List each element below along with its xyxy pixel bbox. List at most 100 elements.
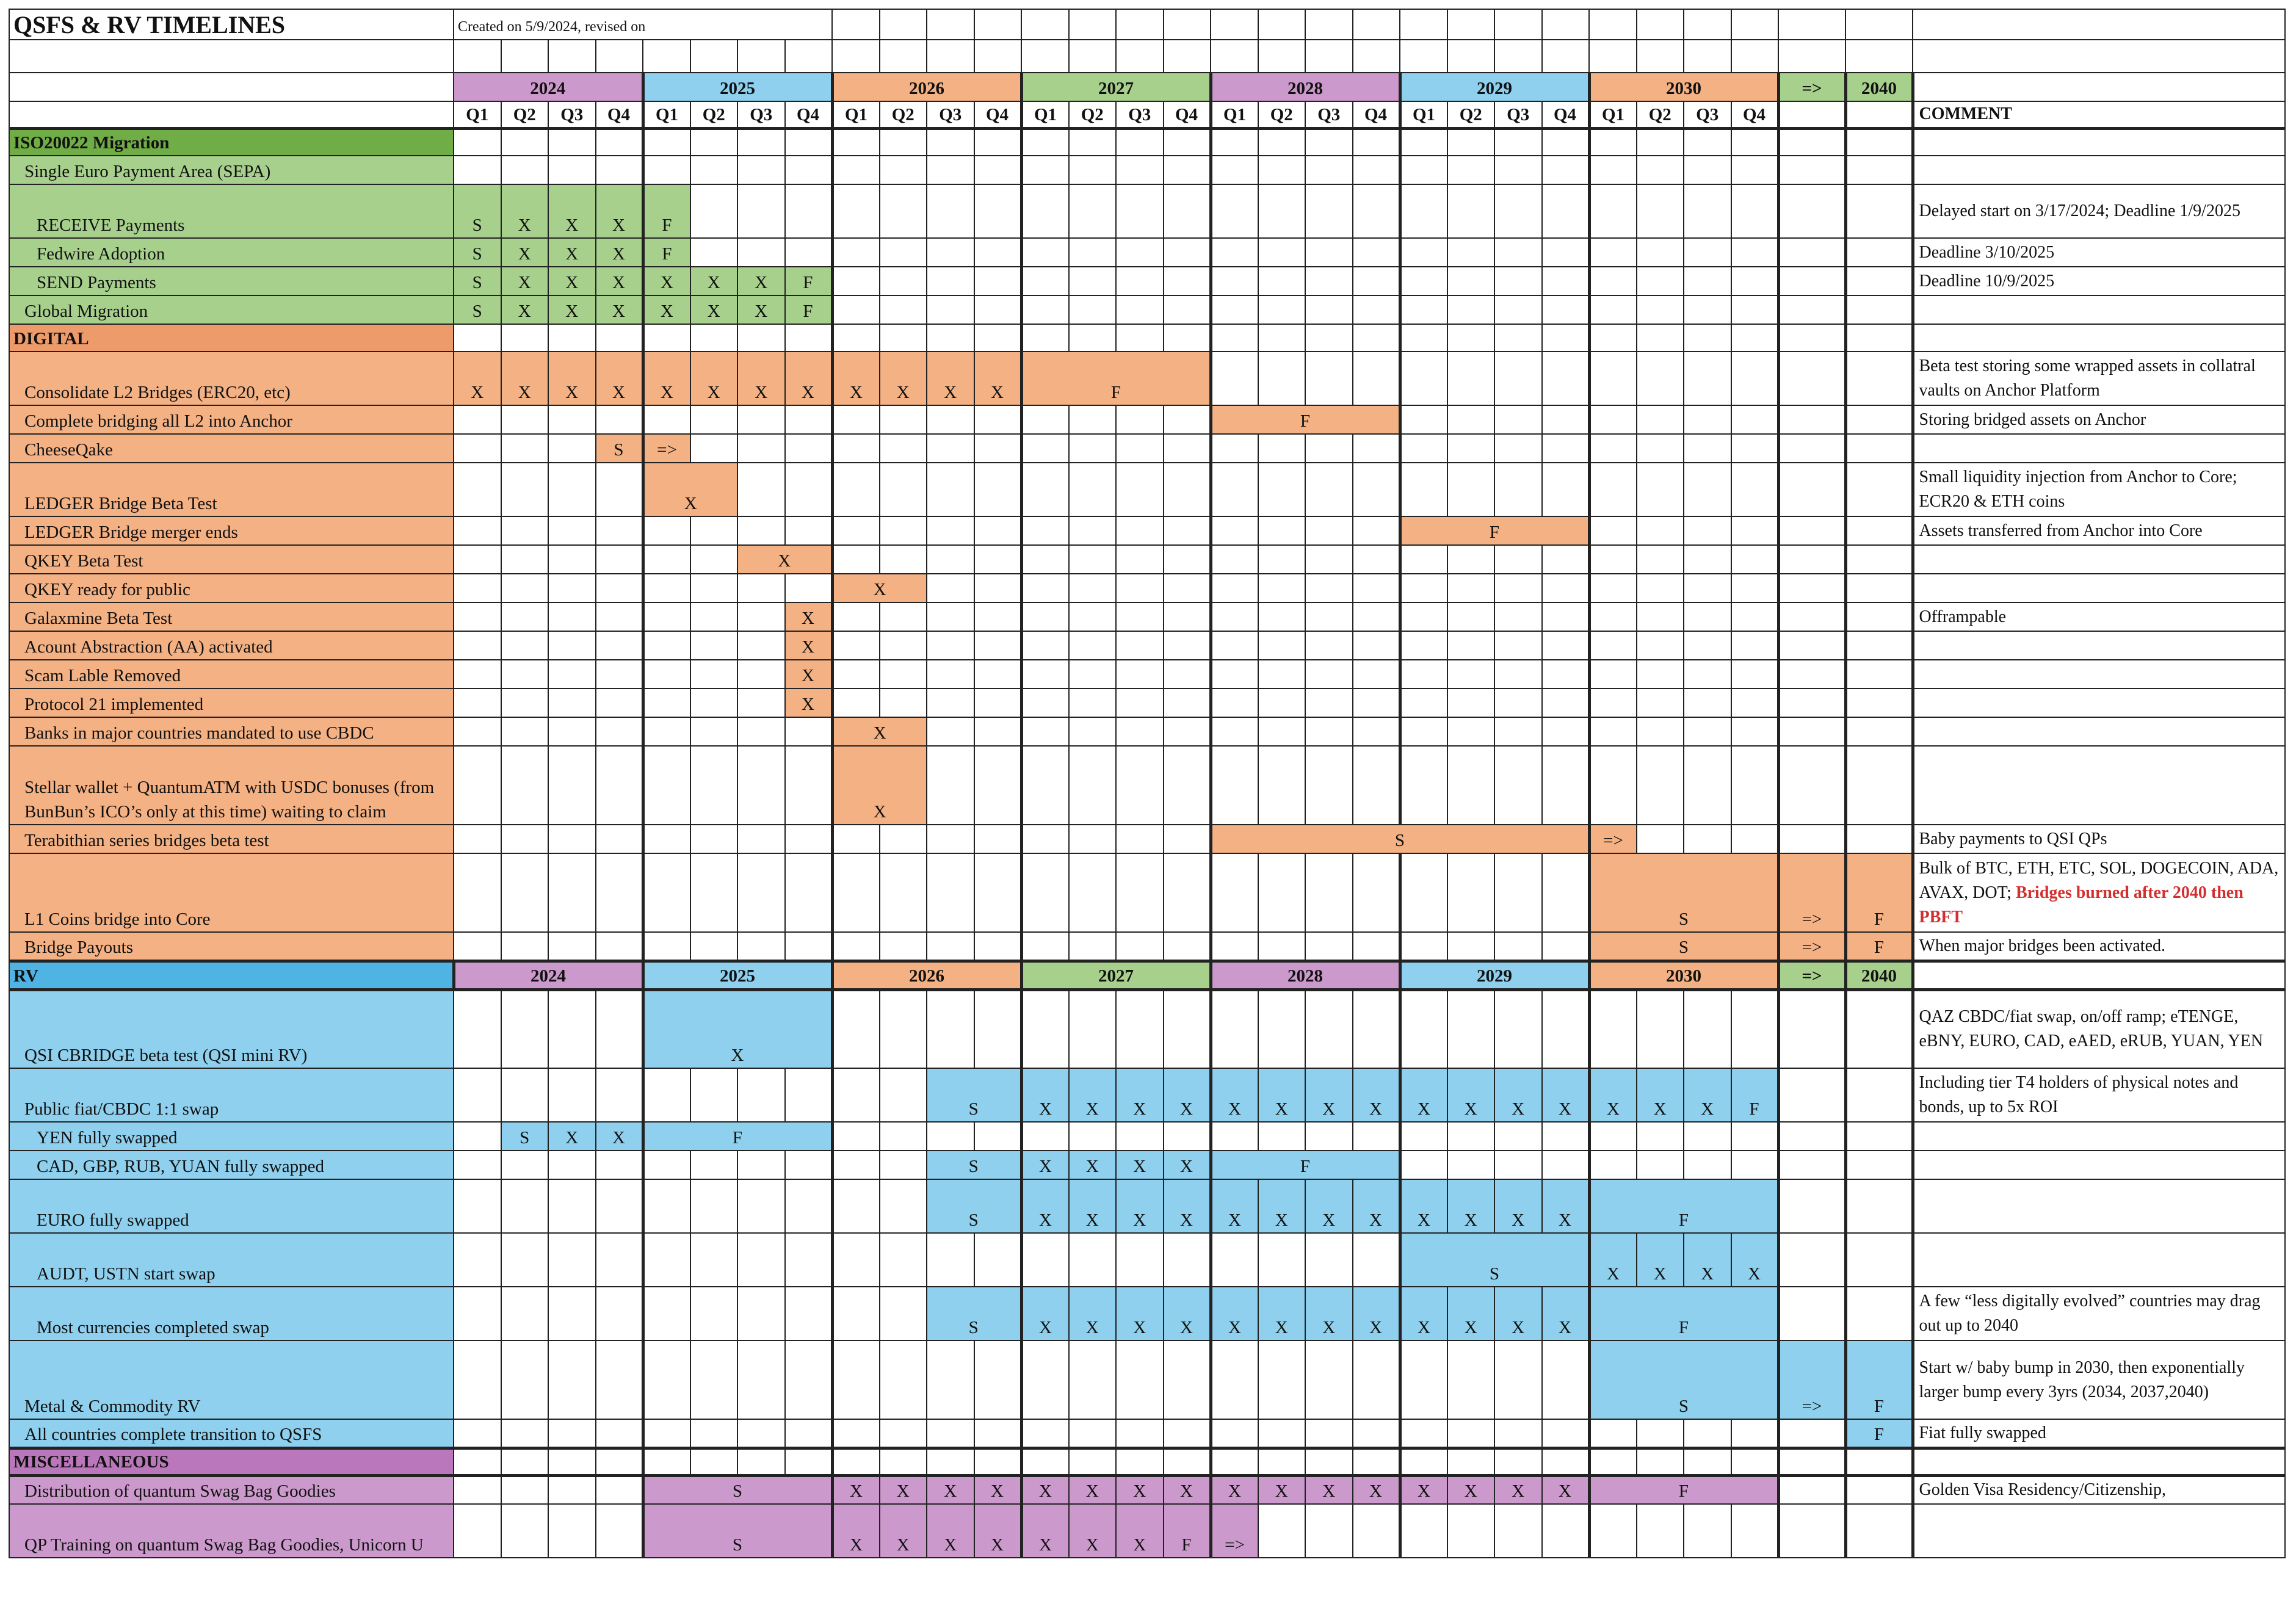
timeline-mark: X bbox=[784, 351, 834, 406]
empty-cell bbox=[1446, 1419, 1495, 1450]
quarter-header: Q4 bbox=[784, 101, 834, 130]
empty-cell bbox=[453, 1340, 502, 1420]
empty-cell bbox=[1845, 39, 1913, 73]
empty-cell bbox=[1399, 544, 1448, 574]
empty-cell bbox=[1588, 9, 1637, 40]
empty-cell bbox=[1305, 853, 1353, 933]
empty-cell bbox=[737, 853, 786, 933]
empty-cell bbox=[1115, 39, 1164, 73]
empty-cell bbox=[1778, 1121, 1847, 1151]
empty-cell bbox=[1399, 931, 1448, 963]
quarter-header: Q1 bbox=[1399, 101, 1448, 130]
empty-cell bbox=[1021, 824, 1070, 854]
empty-cell bbox=[689, 1150, 738, 1180]
empty-cell bbox=[1635, 295, 1684, 325]
empty-cell bbox=[737, 1286, 786, 1341]
empty-cell bbox=[1683, 433, 1732, 463]
empty-cell bbox=[1446, 745, 1495, 825]
empty-cell bbox=[1845, 1232, 1914, 1287]
empty-cell bbox=[595, 462, 645, 517]
empty-cell bbox=[453, 39, 502, 73]
empty-cell bbox=[878, 1286, 927, 1341]
timeline-mark: X bbox=[1068, 1286, 1117, 1341]
row-label: Single Euro Payment Area (SEPA) bbox=[9, 155, 454, 185]
empty-cell bbox=[500, 659, 549, 689]
empty-cell bbox=[1162, 1340, 1212, 1420]
empty-cell bbox=[1845, 433, 1914, 463]
empty-cell bbox=[1068, 1121, 1117, 1151]
empty-cell bbox=[973, 931, 1023, 963]
empty-cell bbox=[1446, 155, 1495, 185]
empty-cell bbox=[1446, 931, 1495, 963]
empty-cell bbox=[1635, 824, 1684, 854]
empty-cell bbox=[878, 295, 927, 325]
row-comment bbox=[1912, 1179, 2286, 1234]
year-header-2029: 2029 bbox=[1399, 72, 1591, 102]
empty-cell bbox=[689, 573, 738, 603]
empty-cell bbox=[1210, 9, 1259, 40]
empty-cell bbox=[1683, 1150, 1732, 1180]
empty-cell bbox=[1635, 573, 1684, 603]
empty-cell bbox=[1257, 931, 1306, 963]
empty-cell bbox=[1257, 237, 1306, 267]
empty-cell bbox=[1021, 602, 1070, 632]
empty-cell bbox=[1162, 184, 1212, 239]
empty-cell bbox=[737, 39, 786, 73]
empty-cell bbox=[1162, 989, 1212, 1069]
empty-cell bbox=[1021, 462, 1070, 517]
timeline-mark: S bbox=[453, 237, 502, 267]
empty-cell bbox=[1021, 659, 1070, 689]
row-label: QKEY Beta Test bbox=[9, 544, 454, 574]
empty-cell bbox=[1021, 266, 1070, 296]
empty-cell bbox=[1845, 155, 1914, 185]
timeline-mark: X bbox=[831, 1503, 880, 1558]
empty-cell bbox=[548, 128, 596, 156]
empty-cell bbox=[1845, 405, 1914, 435]
empty-cell bbox=[1446, 1150, 1495, 1180]
empty-cell bbox=[1494, 631, 1543, 660]
timeline-mark: X bbox=[1541, 1475, 1591, 1505]
empty-cell bbox=[1588, 237, 1637, 267]
empty-cell bbox=[1588, 544, 1637, 574]
empty-cell bbox=[1305, 324, 1353, 352]
empty-cell bbox=[1635, 184, 1684, 239]
empty-cell bbox=[1778, 433, 1847, 463]
empty-cell bbox=[1683, 688, 1732, 718]
year-header-2024: 2024 bbox=[453, 72, 645, 102]
empty-cell bbox=[453, 462, 502, 517]
empty-cell bbox=[878, 462, 927, 517]
empty-cell bbox=[784, 1419, 834, 1450]
empty-cell bbox=[973, 237, 1023, 267]
row-comment bbox=[1912, 745, 2286, 825]
empty-cell bbox=[1399, 266, 1448, 296]
empty-cell bbox=[926, 989, 975, 1069]
empty-cell bbox=[926, 1340, 975, 1420]
empty-cell bbox=[1730, 989, 1780, 1069]
empty-cell bbox=[737, 405, 786, 435]
quarter-header: Q4 bbox=[595, 101, 645, 130]
empty-cell bbox=[642, 128, 691, 156]
empty-cell bbox=[1162, 573, 1212, 603]
empty-cell bbox=[737, 1150, 786, 1180]
empty-cell bbox=[595, 1475, 645, 1505]
empty-cell bbox=[1305, 433, 1353, 463]
empty-cell bbox=[1730, 351, 1780, 406]
empty-cell bbox=[1494, 853, 1543, 933]
empty-cell bbox=[1845, 544, 1914, 574]
empty-cell bbox=[831, 155, 880, 185]
empty-cell bbox=[1210, 184, 1259, 239]
empty-cell bbox=[784, 128, 834, 156]
empty-cell bbox=[1446, 237, 1495, 267]
timeline-mark: X bbox=[831, 745, 927, 825]
empty-cell bbox=[453, 405, 502, 435]
comment-text: QAZ CBDC/fiat swap, on/off ramp; eTENGE,… bbox=[1919, 1007, 2264, 1051]
empty-cell bbox=[1257, 1503, 1306, 1558]
empty-cell bbox=[1588, 295, 1637, 325]
empty-cell bbox=[1162, 544, 1212, 574]
empty-cell bbox=[878, 237, 927, 267]
empty-cell bbox=[1588, 1447, 1637, 1477]
empty-cell bbox=[500, 128, 549, 156]
quarter-header: Q4 bbox=[1162, 101, 1212, 130]
empty-cell bbox=[595, 989, 645, 1069]
timeline-mark: X bbox=[1352, 1068, 1402, 1123]
